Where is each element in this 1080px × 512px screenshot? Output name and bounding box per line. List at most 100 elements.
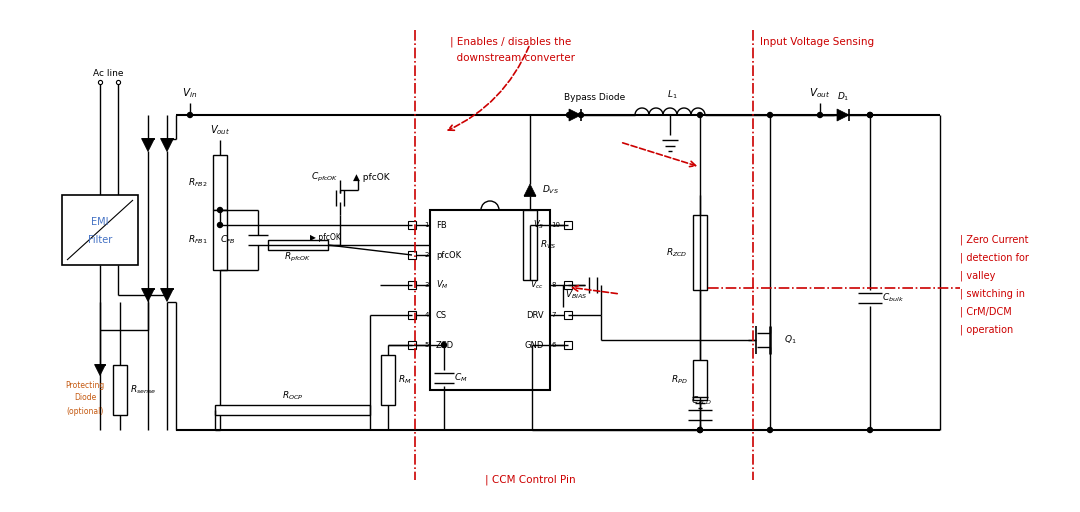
Bar <box>693 360 707 400</box>
Circle shape <box>818 113 823 117</box>
Text: $D_1$: $D_1$ <box>837 91 849 103</box>
Text: ▶ pfcOK: ▶ pfcOK <box>310 232 341 242</box>
Bar <box>408 251 416 259</box>
Text: | CrM/DCM: | CrM/DCM <box>960 307 1012 317</box>
Text: $C_{bulk}$: $C_{bulk}$ <box>882 292 904 304</box>
Text: | detection for: | detection for <box>960 253 1029 263</box>
Circle shape <box>698 428 702 433</box>
Polygon shape <box>524 184 536 196</box>
Bar <box>215 405 370 415</box>
Text: CS: CS <box>436 310 447 319</box>
Text: ▲ pfcOK: ▲ pfcOK <box>353 174 390 182</box>
Bar <box>62 195 138 265</box>
Polygon shape <box>141 288 154 302</box>
Polygon shape <box>161 139 174 152</box>
Bar <box>268 240 328 250</box>
Bar <box>381 355 395 405</box>
Text: EMI: EMI <box>91 217 109 227</box>
Text: 10: 10 <box>551 222 561 228</box>
Text: $L_1$: $L_1$ <box>667 89 678 101</box>
Bar <box>693 215 707 290</box>
Text: $V_S$: $V_S$ <box>532 219 544 231</box>
Text: $C_{ZCD}$: $C_{ZCD}$ <box>691 395 713 407</box>
Text: pfcOK: pfcOK <box>436 250 461 260</box>
Text: $R_{pfcOK}$: $R_{pfcOK}$ <box>284 250 312 264</box>
Text: Input Voltage Sensing: Input Voltage Sensing <box>760 37 874 47</box>
Text: downstream converter: downstream converter <box>450 53 575 63</box>
Polygon shape <box>161 288 174 302</box>
Circle shape <box>567 113 571 117</box>
Text: $V_{in}$: $V_{in}$ <box>183 86 198 100</box>
Text: 7: 7 <box>551 312 555 318</box>
Text: Filter: Filter <box>87 235 112 245</box>
Text: $Q_1$: $Q_1$ <box>784 334 797 346</box>
Bar <box>213 210 227 270</box>
Text: $R_{PD}$: $R_{PD}$ <box>672 374 688 386</box>
Text: $R_{sense}$: $R_{sense}$ <box>130 384 157 396</box>
Text: Bypass Diode: Bypass Diode <box>565 93 625 101</box>
Circle shape <box>867 428 873 433</box>
Text: 3: 3 <box>424 282 429 288</box>
Text: $V_{out}$: $V_{out}$ <box>809 86 831 100</box>
Bar <box>408 281 416 289</box>
Text: Ac line: Ac line <box>93 69 123 77</box>
Polygon shape <box>95 365 106 375</box>
Text: $R_{FB1}$: $R_{FB1}$ <box>188 234 208 246</box>
Circle shape <box>698 113 702 117</box>
Circle shape <box>579 113 583 117</box>
Text: | Zero Current: | Zero Current <box>960 234 1028 245</box>
Bar <box>564 221 572 229</box>
Circle shape <box>188 113 192 117</box>
Text: | switching in: | switching in <box>960 289 1025 299</box>
Text: DRV: DRV <box>526 310 544 319</box>
Text: $V_{out}$: $V_{out}$ <box>210 123 230 137</box>
Bar <box>408 341 416 349</box>
Text: | Enables / disables the: | Enables / disables the <box>450 37 571 47</box>
Text: | CCM Control Pin: | CCM Control Pin <box>485 475 576 485</box>
Bar <box>408 221 416 229</box>
Text: $R_{ZCD}$: $R_{ZCD}$ <box>666 246 688 259</box>
Text: $V_M$: $V_M$ <box>436 279 448 291</box>
Circle shape <box>768 113 772 117</box>
Polygon shape <box>569 109 581 121</box>
Text: 6: 6 <box>551 342 555 348</box>
Bar <box>213 155 227 210</box>
Text: Protecting: Protecting <box>66 380 105 390</box>
Text: | operation: | operation <box>960 325 1013 335</box>
Text: | valley: | valley <box>960 271 996 281</box>
Text: 2: 2 <box>424 252 429 258</box>
Text: GND: GND <box>525 340 544 350</box>
Circle shape <box>867 113 873 117</box>
Text: 8: 8 <box>551 282 555 288</box>
Circle shape <box>867 113 873 117</box>
Bar <box>564 281 572 289</box>
Text: $R_{OCP}$: $R_{OCP}$ <box>282 390 303 402</box>
Text: $C_{FB}$: $C_{FB}$ <box>220 234 237 246</box>
Circle shape <box>217 207 222 212</box>
Bar <box>430 210 550 390</box>
Polygon shape <box>141 139 154 152</box>
Text: Diode: Diode <box>73 394 96 402</box>
Bar <box>564 311 572 319</box>
Polygon shape <box>837 109 849 121</box>
Bar <box>408 311 416 319</box>
Text: $C_{pfcOK}$: $C_{pfcOK}$ <box>311 171 339 184</box>
Text: $C_M$: $C_M$ <box>454 372 468 384</box>
Circle shape <box>698 428 702 433</box>
Text: $V_{BIAS}$: $V_{BIAS}$ <box>565 289 588 301</box>
Circle shape <box>442 343 446 348</box>
Text: FB: FB <box>436 221 447 229</box>
Text: 5: 5 <box>424 342 429 348</box>
Text: $R_{FB2}$: $R_{FB2}$ <box>188 176 208 189</box>
Text: $R_{VS}$: $R_{VS}$ <box>540 239 556 251</box>
Text: $D_{VS}$: $D_{VS}$ <box>542 184 559 196</box>
Text: 4: 4 <box>424 312 429 318</box>
Text: $V_{cc}$: $V_{cc}$ <box>530 279 544 291</box>
Bar <box>113 365 127 415</box>
Text: $R_M$: $R_M$ <box>399 374 411 386</box>
Circle shape <box>217 223 222 227</box>
Text: (optional): (optional) <box>66 407 104 416</box>
Text: 1: 1 <box>424 222 429 228</box>
Bar <box>564 341 572 349</box>
Text: ZCD: ZCD <box>436 340 454 350</box>
